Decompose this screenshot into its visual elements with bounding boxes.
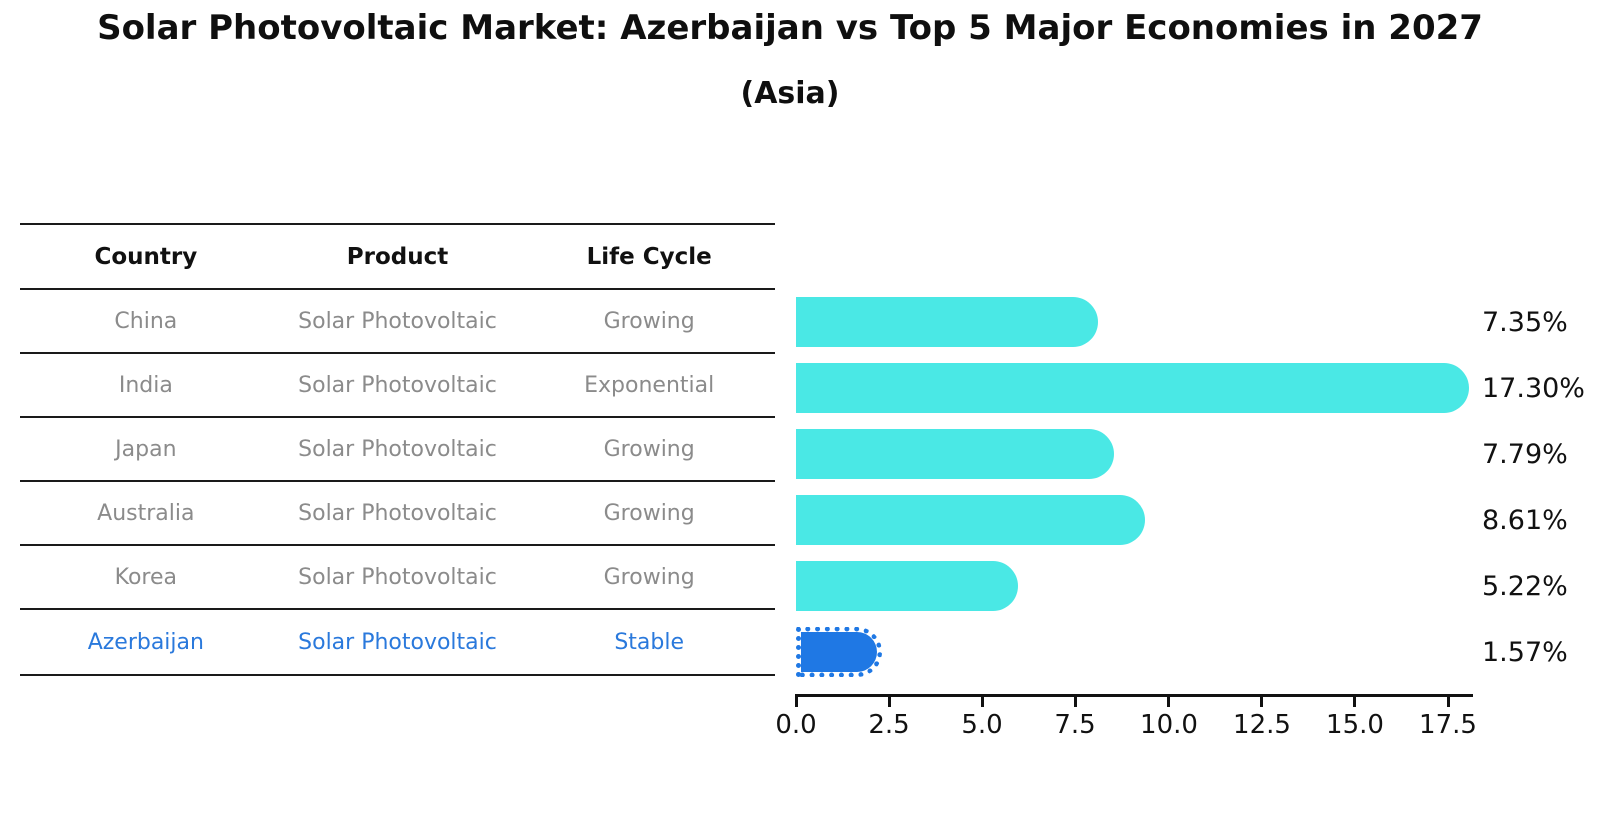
country-table: Country Product Life Cycle China Solar Ph… bbox=[20, 223, 775, 676]
bar-azerbaijan-highlight bbox=[796, 627, 882, 677]
x-tick-label: 0.0 bbox=[775, 710, 817, 740]
x-tick-label: 17.5 bbox=[1419, 710, 1477, 740]
x-tick-mark bbox=[1447, 694, 1450, 707]
value-label-azerbaijan: 1.57% bbox=[1482, 637, 1568, 668]
x-tick-mark bbox=[1353, 694, 1356, 707]
x-tick-mark bbox=[981, 694, 984, 707]
table-header-product: Product bbox=[346, 243, 449, 270]
table-row: India Solar Photovoltaic Exponential bbox=[20, 354, 775, 418]
table-cell-country: India bbox=[118, 372, 173, 398]
x-tick-mark bbox=[1260, 694, 1263, 707]
table-cell-product: Solar Photovoltaic bbox=[298, 308, 497, 334]
table-cell-country: Japan bbox=[115, 436, 177, 462]
table-cell-country: China bbox=[114, 308, 178, 334]
table-header-row: Country Product Life Cycle bbox=[20, 225, 775, 290]
x-axis-line bbox=[796, 694, 1473, 697]
table-row: Korea Solar Photovoltaic Growing bbox=[20, 546, 775, 610]
table-row: China Solar Photovoltaic Growing bbox=[20, 290, 775, 354]
table-cell-life-cycle: Growing bbox=[603, 308, 695, 334]
value-label-china: 7.35% bbox=[1482, 307, 1568, 338]
table-body: China Solar Photovoltaic Growing India Solar… bbox=[20, 290, 775, 674]
x-tick-label: 15.0 bbox=[1326, 710, 1384, 740]
table-row: Azerbaijan Solar Photovoltaic Stable bbox=[20, 610, 775, 674]
table-cell-life-cycle: Stable bbox=[614, 629, 685, 655]
bar-china bbox=[796, 297, 1098, 347]
value-label-australia: 8.61% bbox=[1482, 505, 1568, 536]
x-tick-label: 10.0 bbox=[1140, 710, 1198, 740]
table-cell-product: Solar Photovoltaic bbox=[298, 629, 497, 655]
table-cell-product: Solar Photovoltaic bbox=[298, 372, 497, 398]
x-tick-label: 12.5 bbox=[1233, 710, 1291, 740]
chart-title: Solar Photovoltaic Market: Azerbaijan vs… bbox=[97, 8, 1483, 48]
value-label-japan: 7.79% bbox=[1482, 439, 1568, 470]
x-tick-mark bbox=[888, 694, 891, 707]
x-tick-mark bbox=[795, 694, 798, 707]
table-cell-life-cycle: Growing bbox=[603, 436, 695, 462]
table-cell-life-cycle: Exponential bbox=[584, 372, 715, 398]
bar-japan bbox=[796, 429, 1114, 479]
x-tick-mark bbox=[1074, 694, 1077, 707]
chart-subtitle: (Asia) bbox=[740, 76, 840, 111]
value-label-korea: 5.22% bbox=[1482, 571, 1568, 602]
bar-korea bbox=[796, 561, 1018, 611]
x-tick-label: 7.5 bbox=[1054, 710, 1096, 740]
table-cell-country: Korea bbox=[114, 564, 178, 590]
bar-australia bbox=[796, 495, 1145, 545]
bar-india bbox=[796, 363, 1469, 413]
table-cell-life-cycle: Growing bbox=[603, 500, 695, 526]
table-cell-country: Azerbaijan bbox=[87, 629, 204, 655]
x-tick-mark bbox=[1167, 694, 1170, 707]
table-cell-product: Solar Photovoltaic bbox=[298, 564, 497, 590]
table-cell-life-cycle: Growing bbox=[603, 564, 695, 590]
table-cell-country: Australia bbox=[97, 500, 195, 526]
table-row: Australia Solar Photovoltaic Growing bbox=[20, 482, 775, 546]
table-cell-product: Solar Photovoltaic bbox=[298, 500, 497, 526]
table-row: Japan Solar Photovoltaic Growing bbox=[20, 418, 775, 482]
table-header-country: Country bbox=[94, 243, 198, 270]
x-tick-label: 2.5 bbox=[868, 710, 910, 740]
value-label-india: 17.30% bbox=[1482, 373, 1585, 404]
table-header-life-cycle: Life Cycle bbox=[586, 243, 712, 270]
table-cell-product: Solar Photovoltaic bbox=[298, 436, 497, 462]
x-tick-label: 5.0 bbox=[961, 710, 1003, 740]
